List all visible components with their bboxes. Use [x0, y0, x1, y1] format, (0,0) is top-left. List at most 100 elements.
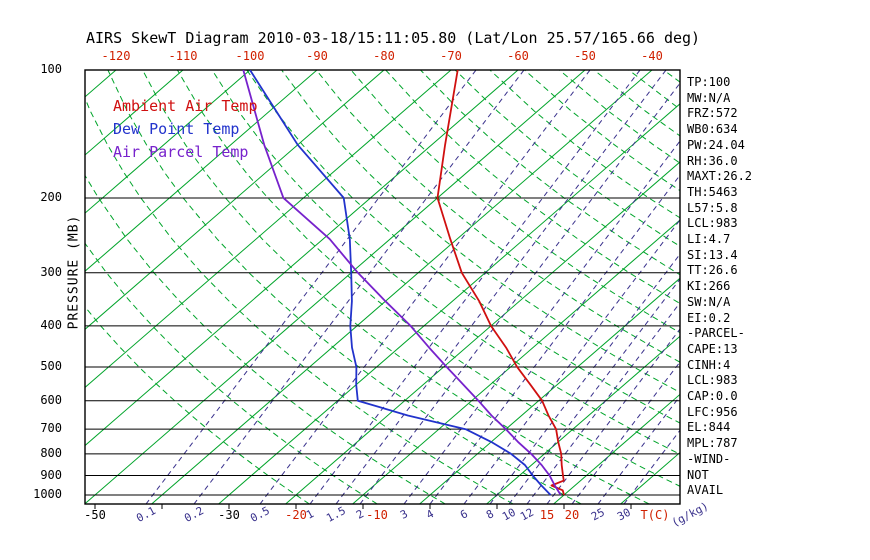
mixing-ratio-line: [309, 70, 641, 504]
isotherm-line: [85, 70, 586, 504]
stat-line: MAXT:26.2: [687, 169, 753, 184]
isotherm-line: [85, 70, 452, 389]
mixing-ratio-line: [193, 70, 525, 504]
dry-adiabat-line: [733, 70, 870, 504]
dry-adiabat-line: [142, 70, 650, 504]
stat-line: EL:844: [687, 420, 731, 435]
dry-adiabat-line: [246, 70, 680, 424]
mixing-ratio-line: [623, 429, 680, 504]
isotherm-line: [85, 70, 117, 98]
isotherm-line: [0, 70, 49, 504]
chart-title: AIRS SkewT Diagram 2010-03-18/15:11:05.8…: [86, 29, 701, 47]
stat-line: LCL:983: [687, 216, 738, 231]
legend: Ambient Air Temp Dew Point Temp Air Parc…: [113, 95, 258, 164]
plot-border: [84, 69, 681, 505]
dry-adiabat-line: [420, 70, 680, 276]
stat-line: TH:5463: [687, 184, 738, 199]
bottom-axis-label: -20: [285, 508, 307, 522]
dry-adiabat-line: [628, 70, 680, 110]
pressure-tick-label: 600: [40, 392, 62, 407]
stat-line: RH:36.0: [687, 153, 738, 168]
dry-adiabat-line: [315, 70, 680, 363]
stat-line: SI:13.4: [687, 247, 738, 262]
series-dew-point-temp: [249, 70, 552, 496]
stat-line: L57:5.8: [687, 200, 738, 215]
dry-adiabat-line: [454, 70, 680, 247]
stat-line: CINH:4: [687, 357, 731, 372]
bottom-axis-label: -10: [366, 508, 388, 522]
mixing-ratio-line: [508, 278, 680, 504]
isotherm-line: [218, 103, 680, 504]
bottom-axis-label: -50: [84, 508, 106, 522]
stat-line: LFC:956: [687, 404, 738, 419]
stat-line: CAPE:13: [687, 341, 738, 356]
stat-line: LI:4.7: [687, 232, 731, 246]
bottom-axis-label: 20: [564, 508, 580, 522]
series-air-parcel-temp: [242, 70, 562, 496]
top-axis-tick-label: -70: [440, 49, 462, 63]
mixing-ratio-line: [597, 395, 680, 504]
stat-line: TP:100: [687, 75, 731, 89]
pressure-tick-label: 1000: [33, 487, 62, 501]
stat-line: TT:26.6: [687, 263, 738, 278]
mixing-ratio-line: [335, 70, 667, 504]
stat-line: WB0:634: [687, 122, 738, 137]
mixing-ratio-line: [526, 301, 680, 504]
isotherm-line: [85, 70, 184, 156]
stat-line: EI:0.2: [687, 310, 731, 325]
pressure-tick-label: 400: [40, 317, 62, 332]
top-axis-tick-label: -40: [641, 49, 663, 63]
top-axis-tick-label: -80: [373, 49, 395, 63]
mixing-ratio-line: [463, 219, 680, 504]
stat-line: NOT: [687, 467, 709, 482]
isotherm-line: [151, 70, 653, 504]
dry-adiabat-line: [85, 242, 378, 504]
stat-line: LCL:983: [687, 373, 738, 388]
mixing-ratio-line: [546, 328, 680, 504]
isotherm-line: [85, 70, 519, 447]
isotherm-line: [486, 335, 680, 504]
stat-line: CAP:0.0: [687, 389, 738, 403]
top-axis-tick-label: -100: [235, 49, 265, 63]
isotherm-line: [85, 70, 251, 214]
stat-line: SW:N/A: [687, 294, 731, 309]
isotherm-line: [419, 277, 680, 504]
pressure-tick-label: 100: [40, 62, 62, 76]
stat-line: FRZ:572: [687, 106, 738, 121]
pressure-tick-label: 300: [40, 264, 62, 279]
dry-adiabat-line: [211, 70, 680, 455]
isotherm-line: [285, 161, 680, 504]
pressure-tick-label: 200: [40, 189, 62, 204]
dry-adiabat-line: [85, 174, 446, 504]
series-ambient-air-temp: [436, 70, 565, 496]
dry-adiabat-line: [176, 70, 680, 487]
stat-line: AVAIL: [687, 483, 724, 498]
top-axis-tick-label: -50: [574, 49, 596, 63]
stat-line: MPL:787: [687, 436, 738, 451]
top-axis-tick-label: -120: [101, 49, 131, 63]
stat-line: PW:24.04: [687, 137, 745, 152]
stat-line: KI:266: [687, 279, 731, 294]
pressure-tick-label: 800: [40, 445, 62, 460]
dry-adiabat-line: [85, 96, 514, 504]
mixing-ratio-line: [571, 361, 680, 504]
mixing-ratio-line: [489, 253, 680, 504]
legend-dew-point-temp: Dew Point Temp: [113, 120, 240, 138]
stat-line: -PARCEL-: [687, 326, 745, 341]
isotherm-line: [85, 70, 318, 272]
mixing-ratio-line: [429, 174, 680, 504]
mixing-ratio-line: [145, 70, 477, 504]
bottom-axis-label: T(C): [640, 508, 670, 522]
isotherm-line: [352, 219, 680, 504]
dry-adiabat-line: [350, 70, 680, 334]
mixing-ratio-line: [403, 140, 680, 504]
mixing-ratio-line: [359, 82, 680, 504]
bottom-axis-label: 15: [539, 508, 555, 522]
legend-air-parcel-temp: Air Parcel Temp: [113, 143, 249, 161]
pressure-tick-label: 700: [40, 421, 62, 436]
mixing-ratio-line: [259, 70, 591, 504]
stat-line: MW:N/A: [687, 90, 731, 105]
pressure-tick-label: 500: [40, 359, 62, 374]
top-axis-tick-label: -60: [507, 49, 529, 63]
